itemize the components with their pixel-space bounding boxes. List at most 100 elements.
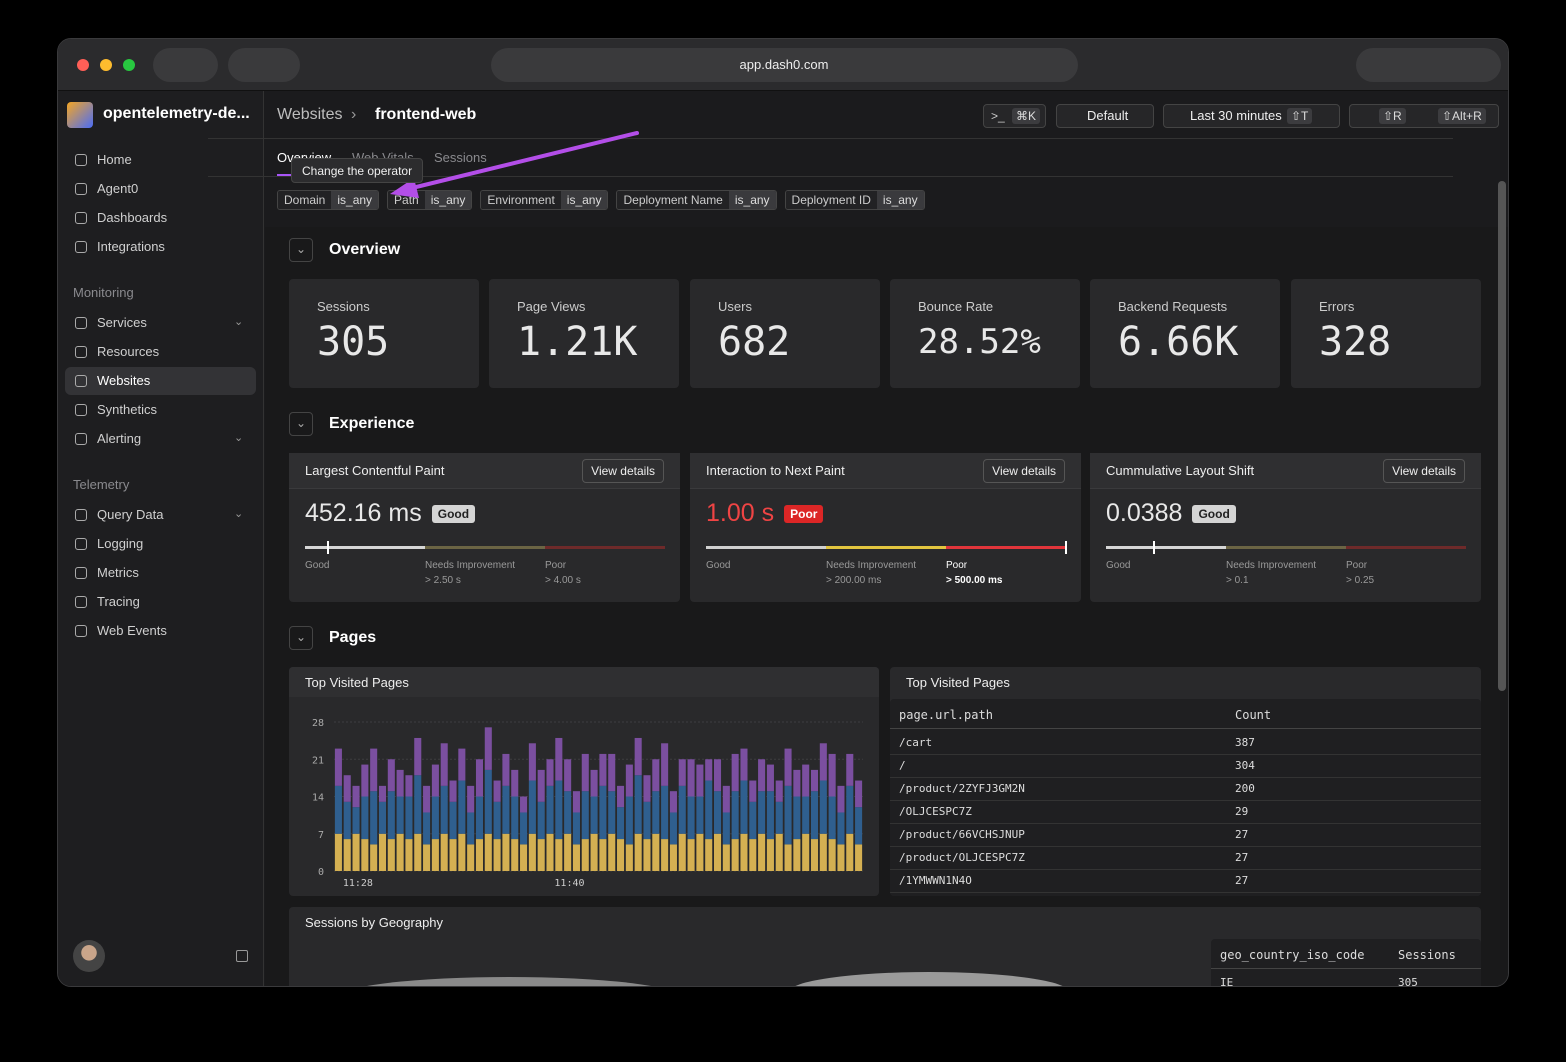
breadcrumb[interactable]: Websites <box>277 106 343 124</box>
bar-segment <box>484 769 492 834</box>
section-toggle[interactable]: ⌄ <box>289 626 313 650</box>
bar-segment <box>687 796 695 840</box>
y-tick-label: 21 <box>312 755 324 766</box>
sidebar-toggle[interactable] <box>153 48 218 82</box>
nav-item[interactable]: Dashboards <box>97 210 168 226</box>
column-header: page.url.path <box>899 707 993 722</box>
toolbar-button[interactable] <box>1056 104 1154 128</box>
filter-chip[interactable]: Domain is_any <box>277 190 380 210</box>
bar-segment <box>378 833 387 871</box>
bar-segment <box>775 801 783 834</box>
view-details-button[interactable]: View details <box>582 459 664 483</box>
bar-segment <box>564 791 572 834</box>
bar-segment <box>634 833 642 871</box>
bar-segment <box>396 833 404 871</box>
filter-field[interactable]: Deployment ID <box>785 191 877 209</box>
view-details-button[interactable]: View details <box>1383 459 1465 483</box>
view-select[interactable]: Default <box>1087 108 1129 124</box>
filter-field[interactable]: Path <box>388 191 425 209</box>
stat-card: Errors 328 <box>1291 279 1481 388</box>
bar-segment <box>713 759 722 792</box>
filter-bar: Domain is_any Path is_any Environment is_any D… <box>277 190 925 210</box>
bar-segment <box>837 844 845 871</box>
filter-operator[interactable]: is_any <box>331 191 379 209</box>
filter-operator[interactable]: is_any <box>424 191 472 209</box>
nav-item[interactable]: Alerting <box>97 431 142 447</box>
stat-value: 328 <box>1319 319 1392 365</box>
nav-item[interactable]: Home <box>97 152 132 168</box>
view-details-button[interactable]: View details <box>983 459 1065 483</box>
avatar[interactable] <box>73 940 105 972</box>
filter-chip[interactable]: Path is_any <box>387 190 473 210</box>
window-control[interactable] <box>123 59 135 71</box>
window-control[interactable] <box>100 59 112 71</box>
window-control[interactable] <box>77 59 89 71</box>
nav-buttons[interactable] <box>228 48 300 82</box>
header-rule <box>1211 968 1481 969</box>
table-cell: 200 <box>1235 782 1255 796</box>
filter-field[interactable]: Deployment Name <box>617 191 729 209</box>
bar-segment <box>458 780 466 834</box>
table-cell: /OLJCESPC7Z <box>899 805 972 819</box>
row-rule <box>890 892 1481 893</box>
nav-item[interactable]: Metrics <box>97 565 139 581</box>
bar-segment <box>467 812 475 845</box>
bar-segment <box>537 769 545 802</box>
scale-label: Poor <box>1346 560 1368 571</box>
filter-field[interactable]: Environment <box>481 191 561 209</box>
section-toggle[interactable]: ⌄ <box>289 238 313 262</box>
nav-item[interactable]: Agent0 <box>97 181 139 197</box>
scale-label: Needs Improvement <box>425 560 516 571</box>
scale-label: Good <box>1106 560 1131 571</box>
scale-threshold: > 4.00 s <box>545 575 581 586</box>
browser-actions[interactable] <box>1356 48 1501 82</box>
bar-segment <box>625 796 633 845</box>
nav-item[interactable]: Query Data <box>97 507 164 523</box>
nav-item[interactable]: Logging <box>97 536 144 552</box>
bar-segment <box>431 839 439 871</box>
filter-operator[interactable]: is_any <box>876 191 924 209</box>
nav-item[interactable]: Web Events <box>97 623 167 639</box>
collapse-sidebar[interactable] <box>236 950 248 962</box>
filter-chip[interactable]: Deployment Name is_any <box>616 190 777 210</box>
bar-segment <box>449 801 457 840</box>
scrollbar[interactable] <box>1498 181 1506 691</box>
scale-segment <box>1226 546 1346 549</box>
bar-segment <box>687 839 695 871</box>
bar-segment <box>846 785 854 834</box>
table-cell: /product/66VCHSJNUP <box>899 828 1025 842</box>
nav-item[interactable]: Resources <box>97 344 160 360</box>
stat-value: 28.52% <box>918 321 1041 362</box>
bar-segment <box>669 812 677 845</box>
bar-segment <box>766 839 774 871</box>
org-name[interactable]: opentelemetry-de... <box>103 105 250 123</box>
tab[interactable]: Sessions <box>434 150 487 166</box>
filter-chip[interactable]: Deployment ID is_any <box>784 190 925 210</box>
bar-segment <box>467 785 475 813</box>
bar-segment <box>555 839 563 871</box>
scale-segment <box>1346 546 1466 549</box>
nav-item[interactable]: Synthetics <box>97 402 157 418</box>
bar-segment <box>572 791 580 813</box>
time-range[interactable]: Last 30 minutes <box>1190 108 1282 124</box>
bar-segment <box>343 775 351 802</box>
nav-item[interactable]: Websites <box>97 373 151 389</box>
nav-item[interactable]: Tracing <box>97 594 140 610</box>
filter-operator[interactable]: is_any <box>728 191 776 209</box>
vital-card: Interaction to Next Paint View details 1.0… <box>690 453 1081 602</box>
bar-segment <box>819 780 827 834</box>
section-toggle[interactable]: ⌄ <box>289 412 313 436</box>
filter-operator[interactable]: is_any <box>560 191 608 209</box>
vital-title: Largest Contentful Paint <box>305 463 445 479</box>
nav-item[interactable]: Services <box>97 315 147 331</box>
filter-field[interactable]: Domain <box>278 191 332 209</box>
scale-segment <box>305 546 425 549</box>
bar-segment <box>846 833 854 871</box>
url-bar[interactable] <box>491 48 1078 82</box>
bar-segment <box>370 748 378 792</box>
filter-chip[interactable]: Environment is_any <box>480 190 609 210</box>
nav-item[interactable]: Integrations <box>97 239 165 255</box>
vital-card: Cummulative Layout Shift View details 0.03… <box>1090 453 1481 602</box>
table-cell: /cart <box>899 736 933 750</box>
